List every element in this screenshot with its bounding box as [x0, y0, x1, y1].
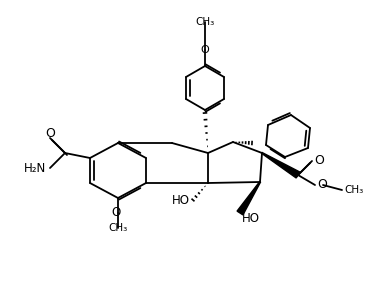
Text: CH₃: CH₃ — [108, 223, 128, 233]
Text: H₂N: H₂N — [24, 161, 46, 174]
Text: O: O — [111, 206, 120, 219]
Text: HO: HO — [242, 212, 260, 224]
Text: CH₃: CH₃ — [344, 185, 363, 195]
Polygon shape — [237, 182, 260, 215]
Text: O: O — [201, 45, 209, 55]
Text: O: O — [45, 127, 55, 140]
Text: O: O — [317, 178, 327, 192]
Text: CH₃: CH₃ — [195, 17, 215, 27]
Text: HO: HO — [172, 194, 190, 206]
Text: O: O — [314, 154, 324, 168]
Polygon shape — [262, 153, 300, 178]
